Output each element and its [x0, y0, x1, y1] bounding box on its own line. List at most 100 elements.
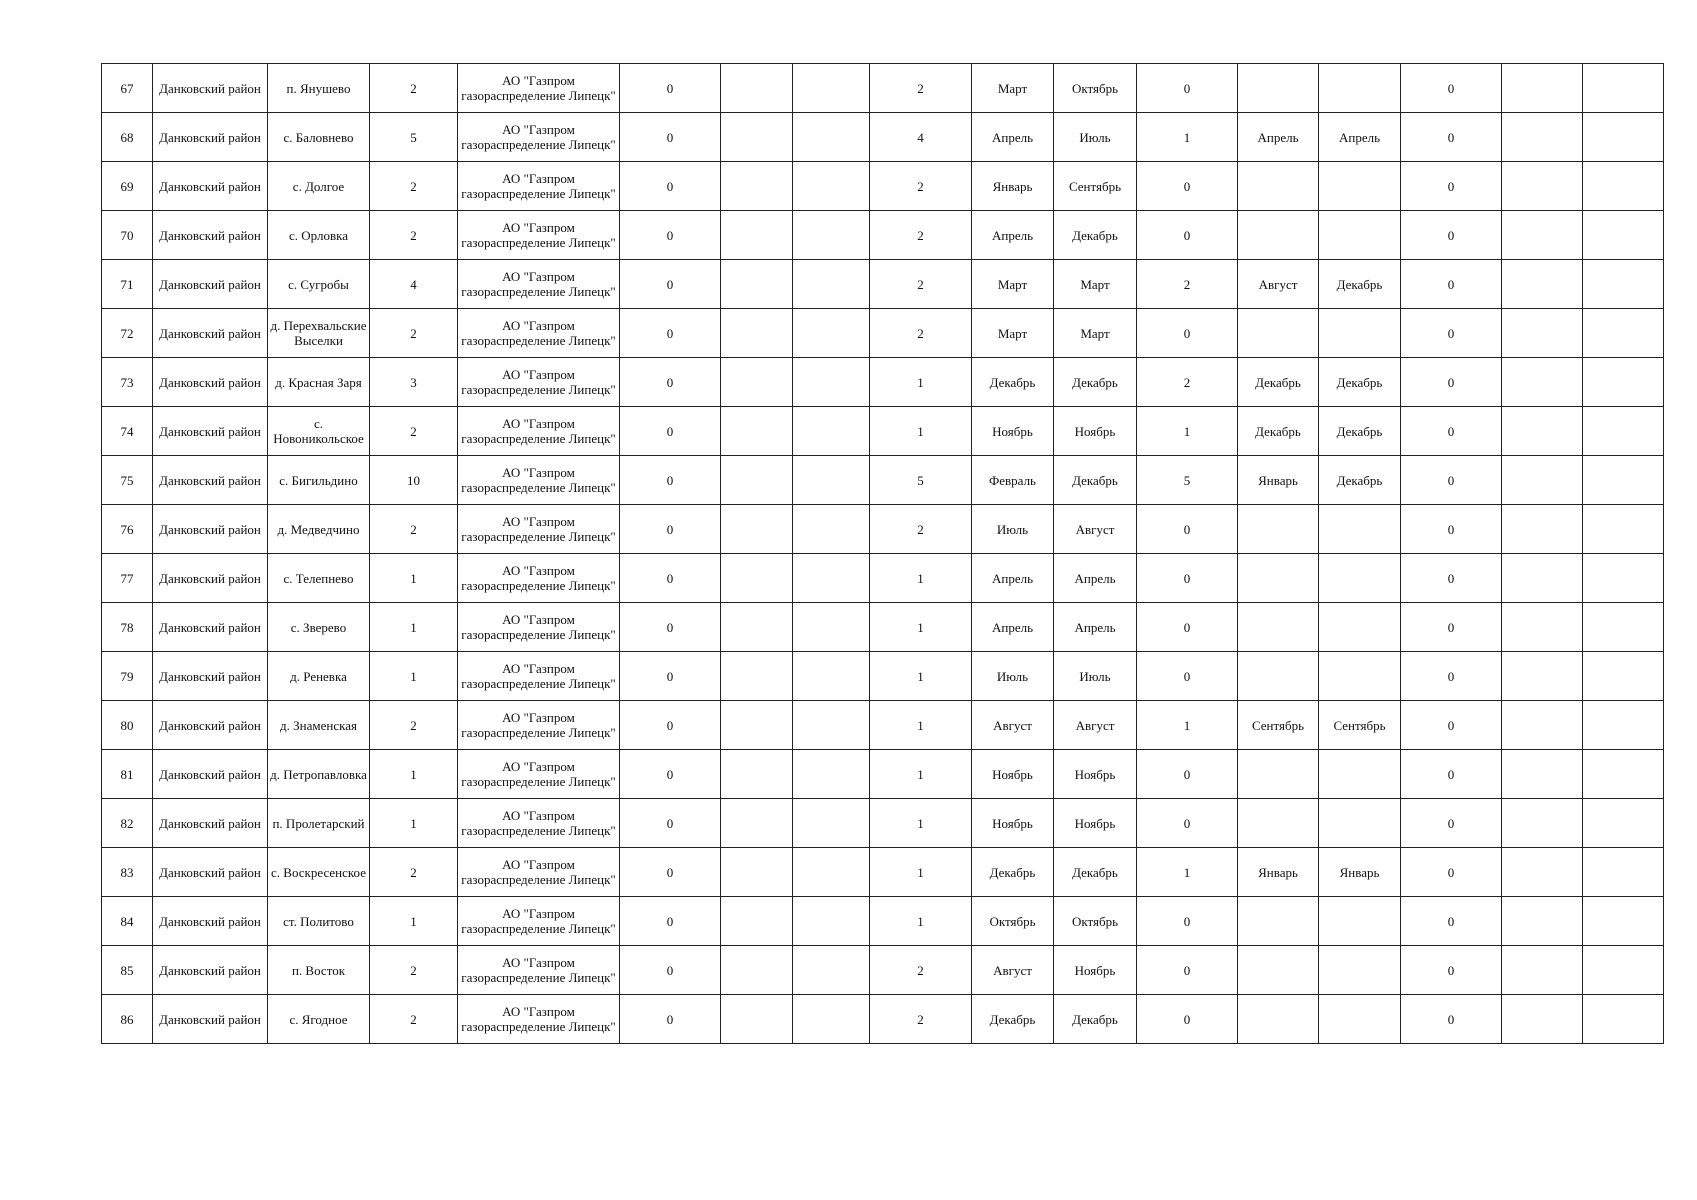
table-cell	[1501, 504, 1583, 554]
table-cell: 85	[101, 945, 153, 995]
table-row: 77 Данковский район с. Телепнево 1 АО "Газпр…	[101, 553, 1664, 603]
table-cell: 1	[369, 651, 458, 701]
table-cell: 10	[369, 455, 458, 505]
table-cell: 1	[1136, 847, 1238, 897]
table-cell: 2	[369, 161, 458, 211]
table-cell: 1	[369, 553, 458, 603]
table-cell: Данковский район	[152, 651, 268, 701]
table-cell	[720, 455, 793, 505]
table-cell: АО "Газпром газораспределение Липецк"	[457, 455, 620, 505]
table-cell	[720, 896, 793, 946]
table-cell	[792, 308, 870, 358]
table-cell	[1318, 308, 1401, 358]
table-cell	[1237, 798, 1319, 848]
table-cell	[1501, 210, 1583, 260]
table-cell: 0	[1136, 602, 1238, 652]
table-cell: п. Янушево	[267, 63, 370, 113]
table-cell	[792, 896, 870, 946]
table-cell: АО "Газпром газораспределение Липецк"	[457, 259, 620, 309]
table-cell: Апрель	[1053, 602, 1137, 652]
table-cell: 1	[869, 847, 972, 897]
table-cell: с. Зверево	[267, 602, 370, 652]
table-cell: Ноябрь	[971, 798, 1054, 848]
table-cell: 71	[101, 259, 153, 309]
table-cell: Данковский район	[152, 308, 268, 358]
table-cell: 0	[1400, 896, 1502, 946]
table-cell: Ноябрь	[1053, 406, 1137, 456]
table-cell: 77	[101, 553, 153, 603]
table-cell: 4	[369, 259, 458, 309]
table-cell: 1	[369, 602, 458, 652]
table-cell: 1	[369, 896, 458, 946]
table-cell	[1582, 63, 1664, 113]
table-cell: 0	[619, 700, 721, 750]
table-cell: Июль	[1053, 651, 1137, 701]
table-cell	[792, 553, 870, 603]
table-cell: Данковский район	[152, 945, 268, 995]
table-cell: 2	[369, 700, 458, 750]
table-cell: 0	[1136, 945, 1238, 995]
table-cell: ст. Политово	[267, 896, 370, 946]
table-cell	[720, 406, 793, 456]
table-cell: 1	[869, 651, 972, 701]
table-cell	[720, 749, 793, 799]
table-cell: 84	[101, 896, 153, 946]
table-cell: 0	[1400, 63, 1502, 113]
table-cell	[1501, 63, 1583, 113]
table-cell	[1318, 553, 1401, 603]
table-cell: д. Красная Заря	[267, 357, 370, 407]
table-cell: Сентябрь	[1237, 700, 1319, 750]
table-cell: с. Бигильдино	[267, 455, 370, 505]
table-row: 68 Данковский район с. Баловнево 5 АО "Газпр…	[101, 112, 1664, 162]
table-cell	[1501, 112, 1583, 162]
table-cell: 0	[1400, 945, 1502, 995]
table-cell: 0	[1136, 798, 1238, 848]
table-cell: Сентябрь	[1318, 700, 1401, 750]
table-cell: 1	[369, 798, 458, 848]
table-cell: Декабрь	[1053, 357, 1137, 407]
table-cell: АО "Газпром газораспределение Липецк"	[457, 749, 620, 799]
table-cell	[720, 945, 793, 995]
table-cell	[720, 259, 793, 309]
table-cell: Ноябрь	[1053, 945, 1137, 995]
table-cell: 1	[869, 406, 972, 456]
table-cell: 0	[1136, 651, 1238, 701]
table-cell: АО "Газпром газораспределение Липецк"	[457, 798, 620, 848]
table-cell	[792, 798, 870, 848]
table-cell: 82	[101, 798, 153, 848]
table-cell	[1582, 994, 1664, 1044]
table-cell	[1582, 406, 1664, 456]
table-cell: 0	[1400, 602, 1502, 652]
table-cell	[1501, 455, 1583, 505]
table-cell: Январь	[1237, 455, 1319, 505]
table-cell	[720, 994, 793, 1044]
table-cell: 83	[101, 847, 153, 897]
table-cell	[1501, 308, 1583, 358]
table-cell	[720, 210, 793, 260]
table-cell: АО "Газпром газораспределение Липецк"	[457, 161, 620, 211]
table-cell	[1501, 945, 1583, 995]
table-cell	[1582, 210, 1664, 260]
table-cell: 0	[1400, 308, 1502, 358]
table-cell	[1501, 700, 1583, 750]
table-cell: Данковский район	[152, 63, 268, 113]
table-cell: 2	[369, 210, 458, 260]
table-cell: 2	[869, 161, 972, 211]
table-cell: АО "Газпром газораспределение Липецк"	[457, 651, 620, 701]
table-cell	[720, 161, 793, 211]
table-cell: п. Восток	[267, 945, 370, 995]
table-cell: Март	[1053, 308, 1137, 358]
table-cell: д. Перехвальские Выселки	[267, 308, 370, 358]
table-cell: Декабрь	[971, 847, 1054, 897]
table-cell	[1237, 749, 1319, 799]
table-body: 67 Данковский район п. Янушево 2 АО "Газпром…	[101, 63, 1664, 1044]
table-cell	[720, 308, 793, 358]
table-cell: 2	[369, 847, 458, 897]
table-cell	[1582, 455, 1664, 505]
table-cell: АО "Газпром газораспределение Липецк"	[457, 357, 620, 407]
table-cell: Данковский район	[152, 798, 268, 848]
table-cell: Декабрь	[1237, 406, 1319, 456]
table-cell	[1582, 112, 1664, 162]
table-cell	[720, 602, 793, 652]
table-row: 85 Данковский район п. Восток 2 АО "Газпром …	[101, 945, 1664, 995]
